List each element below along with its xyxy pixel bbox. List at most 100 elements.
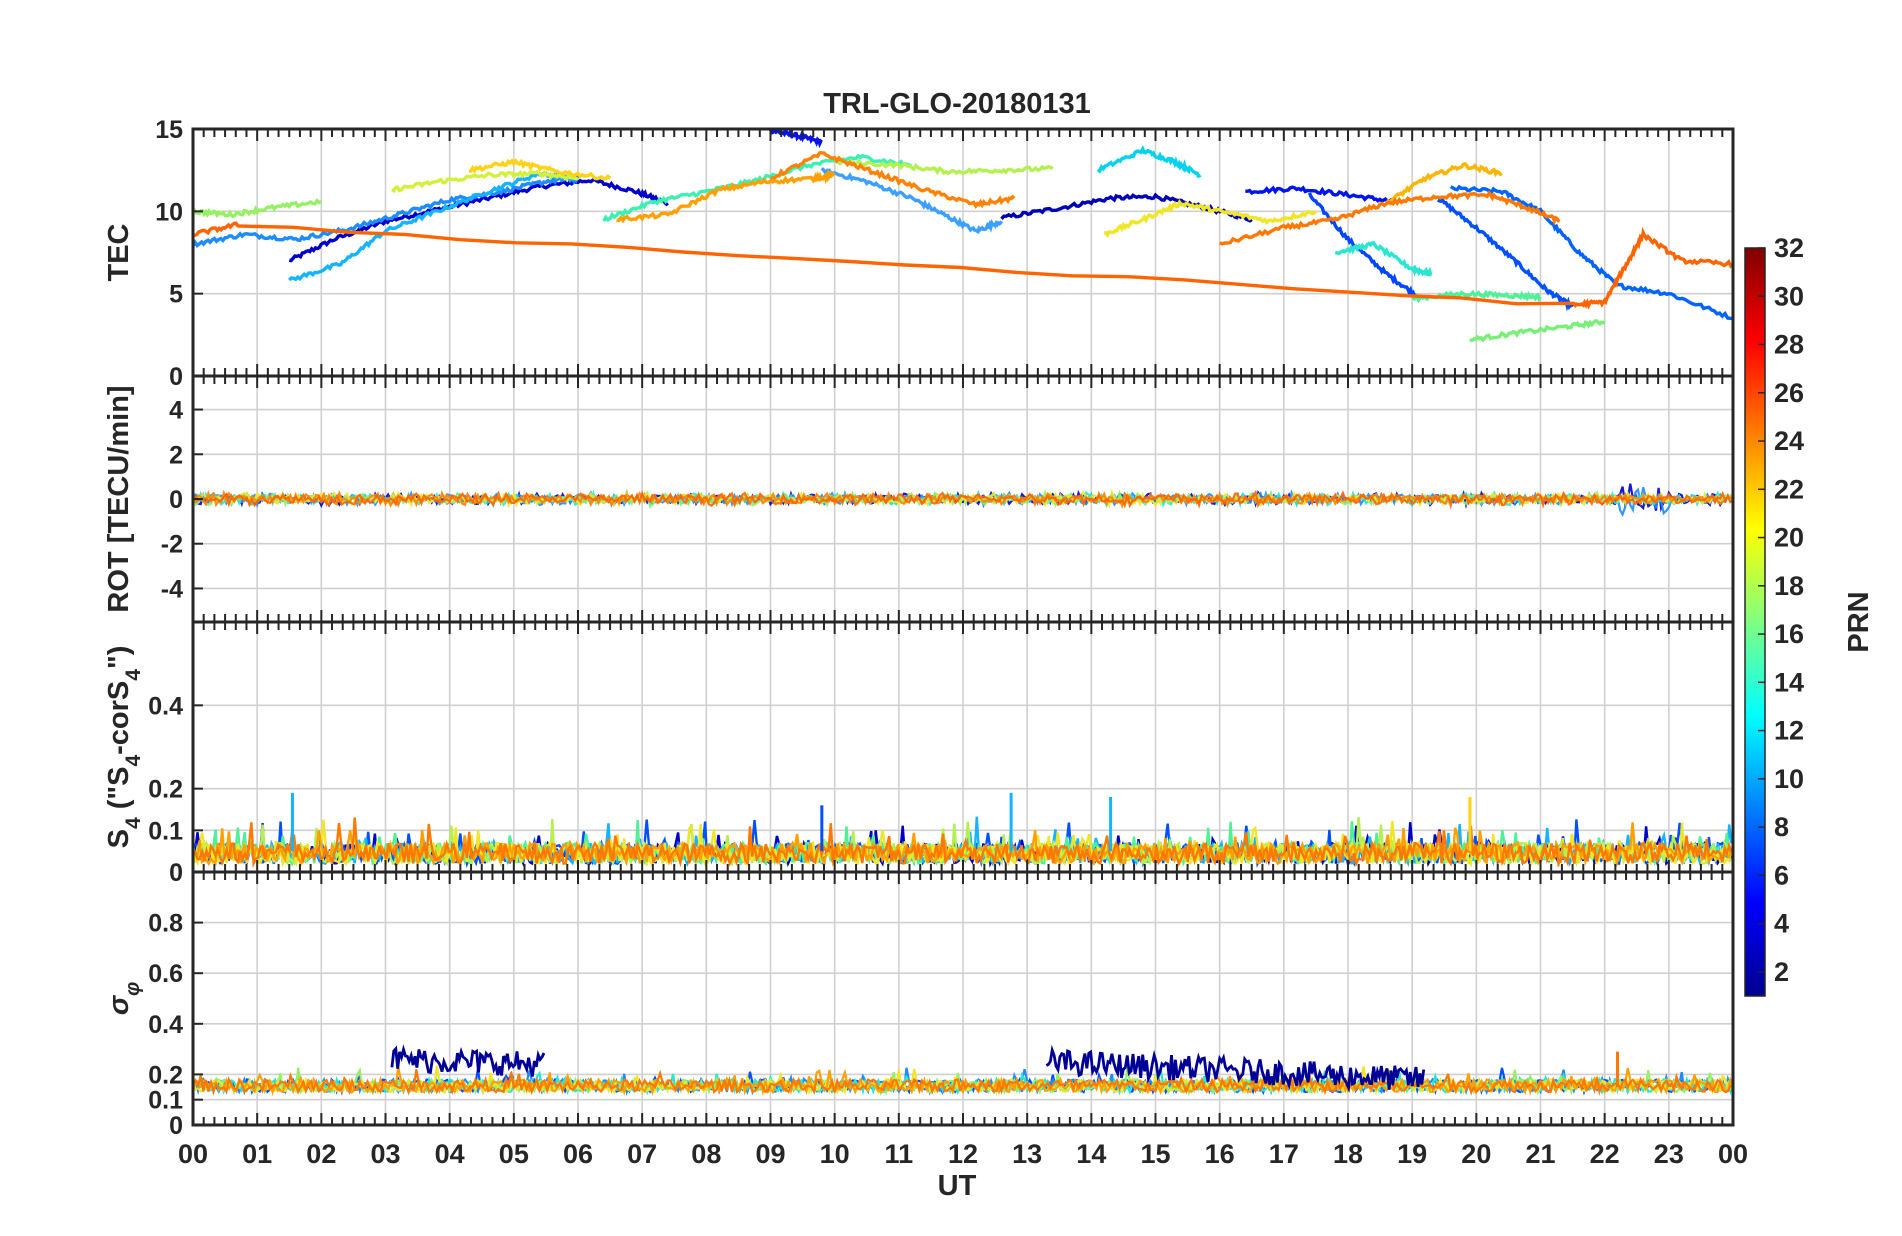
colorbar-tick-label: 6	[1774, 860, 1789, 890]
x-tick-label: 23	[1654, 1139, 1684, 1169]
x-tick-label: 18	[1333, 1139, 1363, 1169]
y-tick-labels: 0 5 10 15	[155, 116, 203, 391]
y-axis-label: TEC	[103, 223, 135, 281]
y-tick-labels: 0 0.1 0.2 0.4	[148, 692, 203, 887]
s4-series-line	[193, 817, 1733, 869]
x-tick-label: 16	[1205, 1139, 1235, 1169]
tec-series-line	[193, 221, 1733, 310]
x-tick-label: 00	[178, 1139, 208, 1169]
colorbar-tick-label: 30	[1774, 281, 1804, 311]
chart-title: TRL-GLO-20180131	[823, 88, 1091, 120]
x-tick-label: 08	[691, 1139, 721, 1169]
gridlines	[192, 128, 1734, 377]
y-axis-label: σφ	[103, 982, 144, 1015]
tec-series-line	[1334, 241, 1433, 277]
tec-series-line	[1436, 197, 1575, 312]
x-tick-label: 00	[1718, 1139, 1748, 1169]
tec-series-line	[288, 169, 579, 282]
series-group	[193, 483, 1733, 518]
colorbar-tick-label: 14	[1774, 667, 1804, 697]
y-tick-label: 0.1	[148, 817, 183, 845]
tec-series-line	[193, 198, 323, 219]
panel-sigma: 00.10.2 0.4 0.6 0.8 σφ	[103, 870, 1735, 1140]
y-tick-label: 10	[155, 198, 183, 226]
x-tick-label: 13	[1012, 1139, 1042, 1169]
colorbar-tick-label: 18	[1774, 571, 1804, 601]
y-tick-label: 5	[169, 281, 183, 309]
tec-series-line	[468, 158, 612, 181]
tec-series-line	[769, 151, 1016, 209]
y-tick-label: 0.4	[148, 1011, 183, 1039]
tec-series-line	[1245, 185, 1394, 204]
y-tick-label: 4	[169, 397, 183, 425]
colorbar-gradient	[1744, 247, 1766, 997]
x-tick-label: 12	[948, 1139, 978, 1169]
x-tick-label: 06	[563, 1139, 593, 1169]
y-tick-label: 0.4	[148, 692, 183, 720]
colorbar-tick-label: 8	[1774, 812, 1789, 842]
panel-tec: 0 5 10 15 TEC	[103, 116, 1735, 391]
tec-series-line	[193, 172, 580, 248]
colorbar-tick-label: 24	[1774, 426, 1804, 456]
colorbar-tick-label: 12	[1774, 716, 1804, 746]
series-group	[193, 792, 1733, 869]
colorbar-tick-label: 16	[1774, 619, 1804, 649]
y-tick-labels: 00.10.2 0.4 0.6 0.8	[148, 910, 203, 1140]
x-tick-label: 07	[627, 1139, 657, 1169]
tec-series-line	[768, 129, 823, 149]
y-tick-label: 0.1	[148, 1087, 183, 1115]
x-tick-label: 17	[1269, 1139, 1299, 1169]
y-axis-label: ROT [TECU/min]	[103, 385, 135, 612]
tec-series-line	[833, 158, 1054, 176]
rot-series-line	[193, 489, 1733, 510]
x-tick-label: 14	[1076, 1139, 1106, 1169]
colorbar-label: PRN	[1843, 591, 1875, 652]
tec-series-line	[1219, 190, 1561, 246]
sigma-enhanced-series	[390, 1044, 546, 1077]
series-group	[193, 1044, 1733, 1097]
panel-s4: 0 0.1 0.2 0.4S4 ("S4-corS4")	[103, 620, 1735, 887]
colorbar-tick-label: 20	[1774, 523, 1804, 553]
y-tick-label: 0	[169, 1112, 183, 1140]
colorbar-tick-label: 2	[1774, 957, 1789, 987]
colorbar-tick-label: 26	[1774, 378, 1804, 408]
y-tick-label: -2	[161, 531, 183, 559]
x-tick-label: 22	[1590, 1139, 1620, 1169]
y-tick-label: 0	[169, 363, 183, 391]
tec-series-line	[1096, 145, 1202, 178]
tec-series-line	[1449, 184, 1733, 321]
colorbar-tick-label: 22	[1774, 474, 1804, 504]
x-axis-label: UT	[938, 1170, 977, 1202]
x-tick-label: 02	[306, 1139, 336, 1169]
sigma-enhanced-series	[1045, 1044, 1426, 1093]
colorbar-tick-label: 32	[1774, 233, 1804, 263]
x-tick-label: 19	[1397, 1139, 1427, 1169]
x-tick-label: 04	[435, 1139, 465, 1169]
x-tick-label: 03	[370, 1139, 400, 1169]
x-tick-label: 10	[820, 1139, 850, 1169]
y-tick-label: 0.8	[148, 910, 183, 938]
y-tick-label: 2	[169, 441, 183, 469]
x-tick-label: 09	[755, 1139, 785, 1169]
tec-series-line	[616, 169, 836, 224]
y-tick-label: 0.2	[148, 1061, 183, 1089]
y-tick-label: 15	[155, 116, 183, 144]
sigma-series-line	[193, 1069, 1733, 1096]
y-tick-label: 0.2	[148, 776, 183, 804]
x-tick-marks	[192, 872, 1734, 1125]
series-group	[193, 129, 1733, 343]
tec-series-line	[288, 176, 669, 263]
y-tick-label: 0	[169, 486, 183, 514]
y-tick-label: -4	[161, 575, 183, 603]
tec-series-line	[1469, 319, 1606, 343]
panel-rot: -4 -2 0 2 4 ROT [TECU/min]	[103, 374, 1735, 624]
x-axis: 00 01 02 03 04 05 06 07 08 09 10 11 12 13 14 15 16 17 18 19…	[178, 1139, 1748, 1169]
y-axis-label: S4 ("S4-corS4")	[103, 646, 145, 849]
x-tick-label: 20	[1461, 1139, 1491, 1169]
tec-series-line	[390, 168, 579, 193]
y-tick-label: 0.6	[148, 960, 183, 988]
